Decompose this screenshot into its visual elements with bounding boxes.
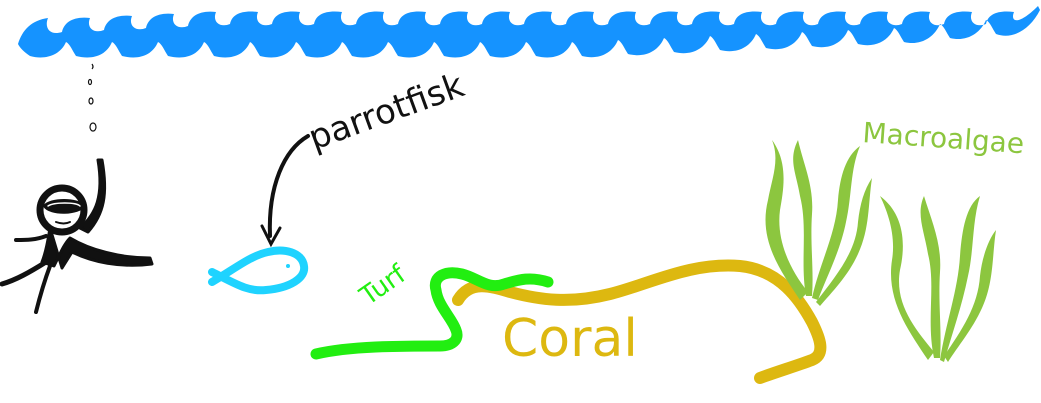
algae-blade (793, 140, 813, 296)
turf-label: Turf (354, 259, 412, 312)
reef (310, 259, 827, 384)
algae-blade (880, 196, 934, 360)
diver-raised-arm (78, 158, 107, 234)
algae-blade (940, 196, 980, 362)
diver-leg (0, 259, 49, 287)
arrow-head (260, 224, 282, 248)
macroalgae (765, 140, 996, 362)
arrow (260, 134, 310, 248)
diver-left-arm (14, 234, 48, 242)
diver-body (40, 226, 154, 270)
diver-mouth (55, 221, 71, 225)
wave-band (18, 6, 1040, 58)
bubble (87, 78, 93, 86)
fish-body (208, 246, 309, 295)
arrow-shaft (267, 134, 310, 238)
algae-blade (816, 178, 872, 306)
diver-leg (34, 264, 52, 314)
turf (310, 267, 554, 360)
parrotfish-label: parrotfisk (303, 65, 469, 158)
diver-mask-glass (47, 202, 81, 207)
bubbles (87, 63, 97, 132)
water-surface (18, 6, 1040, 58)
algae-blade (812, 146, 860, 300)
bubble (89, 122, 97, 132)
diver-mask (43, 199, 85, 214)
algae-blade (944, 230, 996, 362)
bubble (91, 63, 94, 70)
macroalgae-label: Macroalgae (862, 116, 1026, 160)
algae-blade (765, 140, 808, 300)
bubble (88, 97, 94, 105)
diver (0, 158, 154, 314)
coral-label: Coral (502, 309, 638, 369)
fish-eye (286, 264, 290, 268)
parrotfish (208, 246, 309, 295)
diver-head (36, 184, 88, 236)
algae-blade (920, 196, 941, 358)
coral-reef (452, 259, 827, 384)
